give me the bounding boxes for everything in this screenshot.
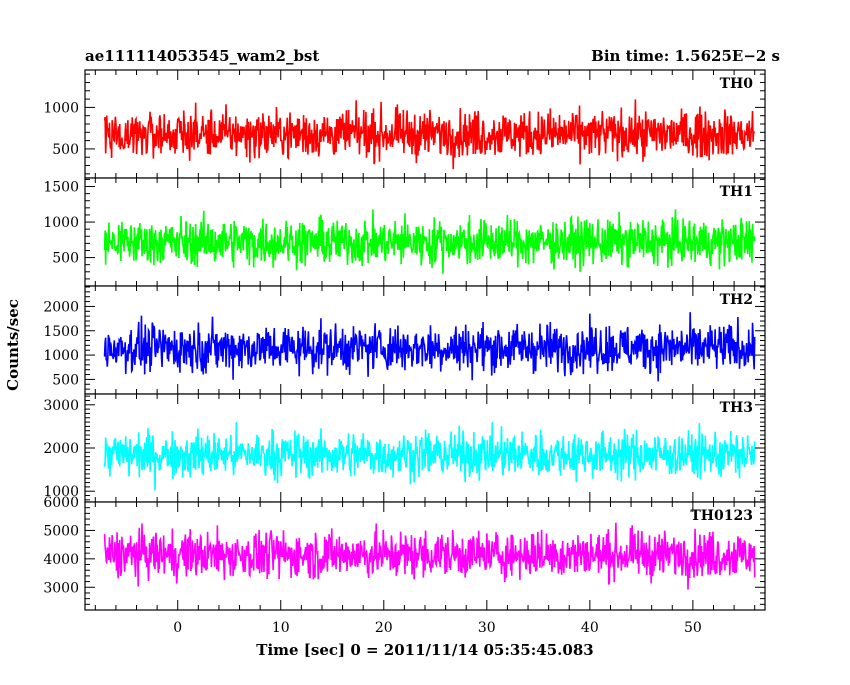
panels-group: 500 1000 TH0 500 1000 1500 TH1 500 1000 1500 2000 T… (43, 69, 766, 611)
y-axis-label: Counts/sec (4, 299, 22, 391)
panel-label-th2: TH2 (720, 292, 753, 308)
panel-label-th3: TH3 (720, 400, 753, 416)
x-tick-label: 50 (684, 620, 702, 636)
y-tick-label: 2000 (43, 441, 79, 457)
panel-label-th1: TH1 (720, 184, 753, 200)
panel-label-th0123: TH0123 (690, 508, 753, 524)
y-tick-label: 1000 (43, 348, 79, 364)
y-tick-label: 3000 (43, 580, 79, 596)
series-line-th1 (103, 209, 756, 274)
panel-th0: 500 1000 TH0 (43, 69, 766, 179)
x-axis-label: Time [sec] 0 = 2011/11/14 05:35:45.083 (256, 641, 593, 659)
observation-id-label: ae111114053545_wam2_bst (85, 47, 319, 65)
x-tick-label: 20 (375, 620, 393, 636)
y-tick-label: 4000 (43, 552, 79, 568)
series-line-th0123 (103, 522, 756, 590)
y-tick-label: 5000 (43, 523, 79, 539)
y-tick-label: 1000 (43, 100, 79, 116)
y-tick-label: 500 (52, 251, 79, 267)
y-tick-label: 500 (52, 372, 79, 388)
panel-label-th0: TH0 (720, 76, 754, 92)
panel-th3: 1000 2000 3000 TH3 (43, 393, 766, 503)
x-tick-label: 0 (173, 620, 182, 636)
y-tick-label: 1500 (43, 180, 79, 196)
panel-background (85, 286, 765, 394)
y-tick-label: 3000 (43, 398, 79, 414)
y-tick-label: 1000 (43, 215, 79, 231)
panel-th1: 500 1000 1500 TH1 (43, 177, 766, 287)
panel-th2: 500 1000 1500 2000 TH2 (43, 285, 766, 395)
x-axis: 0 10 20 30 40 50 (173, 620, 702, 636)
y-tick-label: 1500 (43, 324, 79, 340)
y-tick-label: 6000 (43, 495, 79, 511)
y-tick-label: 2000 (43, 299, 79, 315)
x-tick-label: 30 (478, 620, 496, 636)
series-line-th2 (103, 312, 756, 382)
panel-th0123: 3000 4000 5000 6000 TH0123 (43, 495, 766, 611)
y-tick-label: 500 (52, 142, 79, 158)
x-tick-label: 10 (272, 620, 290, 636)
x-tick-label: 40 (581, 620, 599, 636)
bin-time-label: Bin time: 1.5625E−2 s (591, 47, 780, 65)
series-line-th3 (103, 422, 756, 491)
series-line-th0 (103, 99, 755, 170)
y-tick-label: 1000 (43, 484, 79, 500)
